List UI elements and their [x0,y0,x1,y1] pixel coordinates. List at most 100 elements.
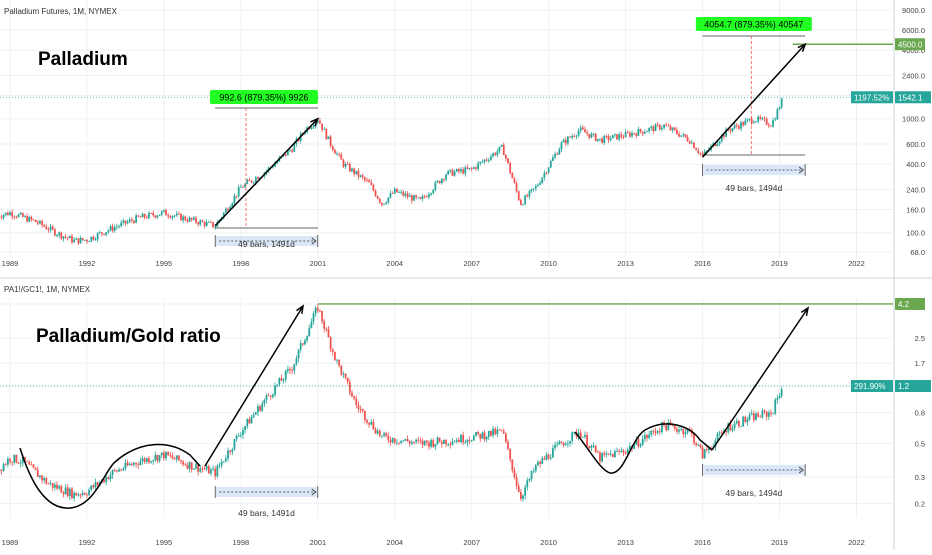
candle-body [118,226,120,227]
candle-body [321,311,323,321]
candle-body [310,127,312,129]
candle-body [43,225,45,226]
candle-body [428,194,430,197]
candle-body [120,470,122,471]
candle-body [422,196,424,199]
candle-body [157,216,159,218]
candle-body [563,443,565,445]
candle-body [323,129,325,130]
x-tick-label: 2013 [617,259,634,268]
candle-body [396,443,398,444]
candle-body [63,236,65,238]
candle-body [565,444,567,446]
candle-body [700,445,702,448]
candle-body [105,477,107,482]
candle-body [738,421,740,426]
candle-body [41,221,43,225]
candle-body [180,460,182,461]
candle-body [582,437,584,438]
candle-body [550,458,552,459]
candle-body [225,209,227,213]
candle-body [644,435,646,439]
candle-body [63,493,65,495]
candle-body [195,464,197,468]
candle-body [45,478,47,484]
candle-body [462,169,464,173]
candle-body [321,124,323,130]
candle-body [180,214,182,221]
candle-body [524,196,526,205]
candle-body [358,171,360,177]
candle-body [781,389,783,396]
candle-body [454,172,456,176]
candle-body [193,218,195,220]
candle-body [80,494,82,495]
candle-body [608,453,610,454]
candle-body [580,433,582,438]
candle-body [92,486,94,488]
candle-body [430,440,432,447]
candle-body [633,133,635,134]
candle-body [601,453,603,461]
candle-body [420,197,422,199]
candle-body [187,220,189,221]
candle-body [458,440,460,442]
candle-body [366,420,368,423]
x-tick-label: 2001 [309,538,326,547]
candle-body [313,126,315,127]
candle-body [189,218,191,222]
y-tick-label: 6000.0 [902,26,925,35]
candle-body [477,163,479,169]
candle-body [744,417,746,422]
candle-body [43,478,45,480]
candle-body [266,395,268,400]
candle-body [529,191,531,197]
x-tick-label: 1992 [79,259,96,268]
candle-body [97,233,99,239]
candle-body [92,237,94,240]
candle-body [533,188,535,189]
candle-body [674,128,676,130]
candle-body [437,438,439,444]
candle-body [75,238,77,239]
candle-body [257,406,259,412]
y-tick-label: 0.5 [915,439,925,448]
candle-body [464,442,466,443]
candle-body [420,441,422,442]
candle-body [526,480,528,487]
candle-body [522,204,524,205]
candle-body [390,193,392,197]
candle-body [80,238,82,243]
candle-body [330,337,332,349]
candle-body [661,128,663,129]
candle-body [591,134,593,138]
candle-body [103,234,105,235]
candle-body [772,414,774,415]
candle-body [398,192,400,193]
candle-body [283,380,285,381]
candle-body [588,134,590,138]
candle-body [473,167,475,168]
candle-body [573,136,575,137]
candle-body [210,222,212,223]
candle-body [509,163,511,173]
candle-body [770,126,772,127]
candle-body [646,131,648,132]
candle-body [392,438,394,442]
candle-body [552,157,554,161]
candle-body [556,444,558,445]
candle-body [471,168,473,169]
candle-body [505,434,507,442]
candle-body [110,226,112,230]
candle-body [529,479,531,480]
candle-body [396,189,398,193]
candle-body [240,187,242,188]
candle-body [582,127,584,129]
candle-body [178,455,180,460]
candle-body [407,194,409,197]
candle-body [385,202,387,203]
candle-body [22,213,24,217]
candle-body [257,177,259,179]
candle-body [73,240,75,243]
candle-body [738,126,740,128]
